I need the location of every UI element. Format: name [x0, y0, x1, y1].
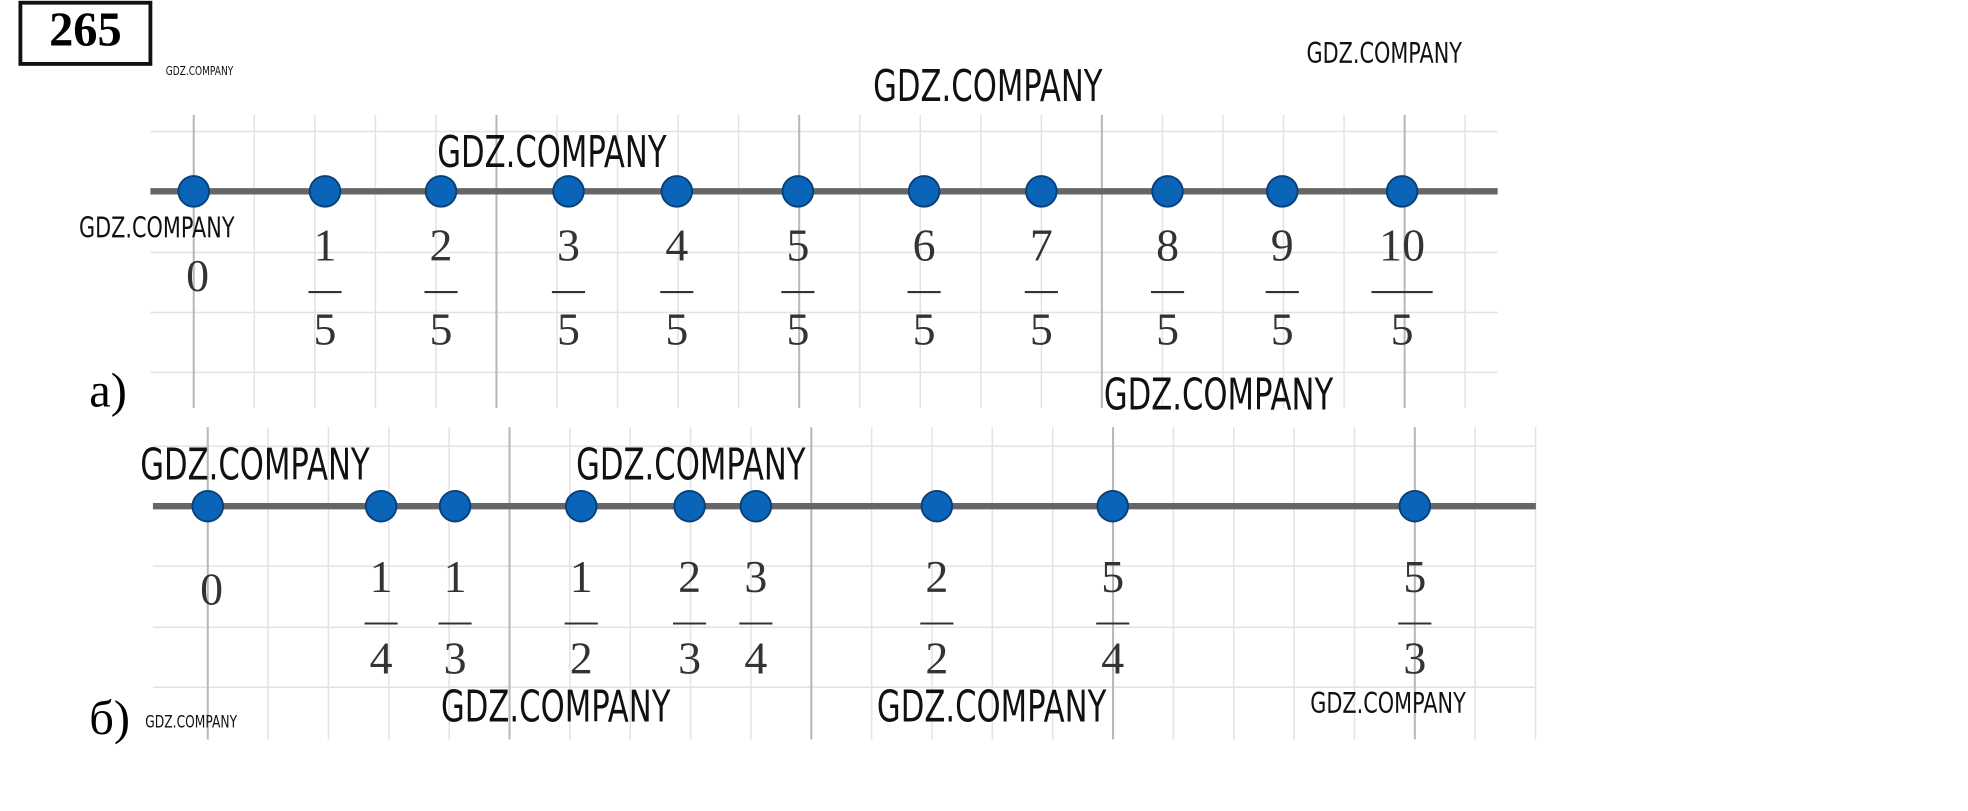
denominator: 5 [1030, 304, 1053, 355]
numerator: 5 [1101, 551, 1124, 602]
numerator: 3 [557, 220, 580, 271]
part-label: б) [89, 692, 130, 745]
numerator: 8 [1156, 220, 1179, 271]
denominator: 5 [665, 304, 688, 355]
point [1096, 489, 1129, 523]
point [1385, 175, 1419, 208]
numerator: 5 [1403, 551, 1426, 602]
denominator: 5 [913, 304, 936, 355]
denominator: 2 [570, 633, 593, 684]
numerator: 3 [744, 551, 767, 602]
watermark: GDZ.COMPANY [576, 440, 806, 490]
grids [150, 114, 1537, 740]
point [781, 175, 815, 208]
denominator: 2 [925, 633, 948, 684]
point-label: 0 [200, 564, 223, 615]
point [739, 489, 773, 523]
point [673, 489, 706, 523]
denominator: 5 [1156, 304, 1179, 355]
numerator: 10 [1379, 220, 1425, 271]
point [364, 489, 398, 523]
denominator: 3 [444, 633, 467, 684]
point [1398, 489, 1432, 523]
denominator: 5 [430, 304, 453, 355]
watermark: GDZ.COMPANY [441, 683, 671, 733]
numerator: 1 [444, 551, 467, 602]
numerator: 5 [786, 220, 809, 271]
point [438, 489, 472, 523]
numerator: 2 [430, 220, 453, 271]
point [1266, 175, 1299, 208]
point [920, 489, 954, 523]
point [1151, 175, 1184, 208]
numerator: 1 [314, 220, 337, 271]
numerator: 2 [925, 551, 948, 602]
denominator: 5 [1271, 304, 1294, 355]
denominator: 3 [678, 633, 701, 684]
numerator: 6 [913, 220, 936, 271]
watermark: GDZ.COMPANY [437, 128, 667, 178]
denominator: 5 [786, 304, 809, 355]
watermark: GDZ.COMPANY [79, 212, 235, 245]
denominator: 4 [744, 633, 767, 684]
watermark: GDZ.COMPANY [1310, 687, 1466, 720]
point-label: 0 [186, 250, 209, 301]
numerator: 9 [1271, 220, 1294, 271]
numerator: 4 [665, 220, 688, 271]
problem-box [18, 0, 153, 66]
watermark: GDZ.COMPANY [166, 64, 234, 79]
denominator: 4 [1101, 633, 1124, 684]
watermark: GDZ.COMPANY [1306, 37, 1462, 70]
numerator: 7 [1030, 220, 1053, 271]
denominator: 5 [1391, 304, 1414, 355]
point [177, 175, 210, 208]
point [191, 489, 225, 523]
point [424, 175, 458, 208]
denominator: 5 [314, 304, 337, 355]
denominator: 4 [370, 633, 393, 684]
watermark: GDZ.COMPANY [877, 683, 1107, 733]
numerator: 1 [570, 551, 593, 602]
point [907, 175, 941, 208]
point [564, 489, 598, 523]
point [1025, 175, 1058, 208]
watermark: GDZ.COMPANY [1104, 370, 1334, 420]
watermarks: GDZ.COMPANY GDZ.COMPANY GDZ.COMPANY GDZ.COM… [79, 37, 1466, 733]
watermark: GDZ.COMPANY [145, 712, 237, 731]
part-label: а) [89, 364, 127, 417]
denominator: 5 [557, 304, 580, 355]
point [552, 175, 585, 208]
denominator: 3 [1403, 633, 1426, 684]
point [660, 175, 694, 208]
watermark: GDZ.COMPANY [873, 62, 1103, 112]
watermark: GDZ.COMPANY [140, 440, 370, 490]
numerator: 2 [678, 551, 701, 602]
point [308, 175, 342, 208]
problem-number: 265 [49, 4, 122, 57]
numerator: 1 [370, 551, 393, 602]
